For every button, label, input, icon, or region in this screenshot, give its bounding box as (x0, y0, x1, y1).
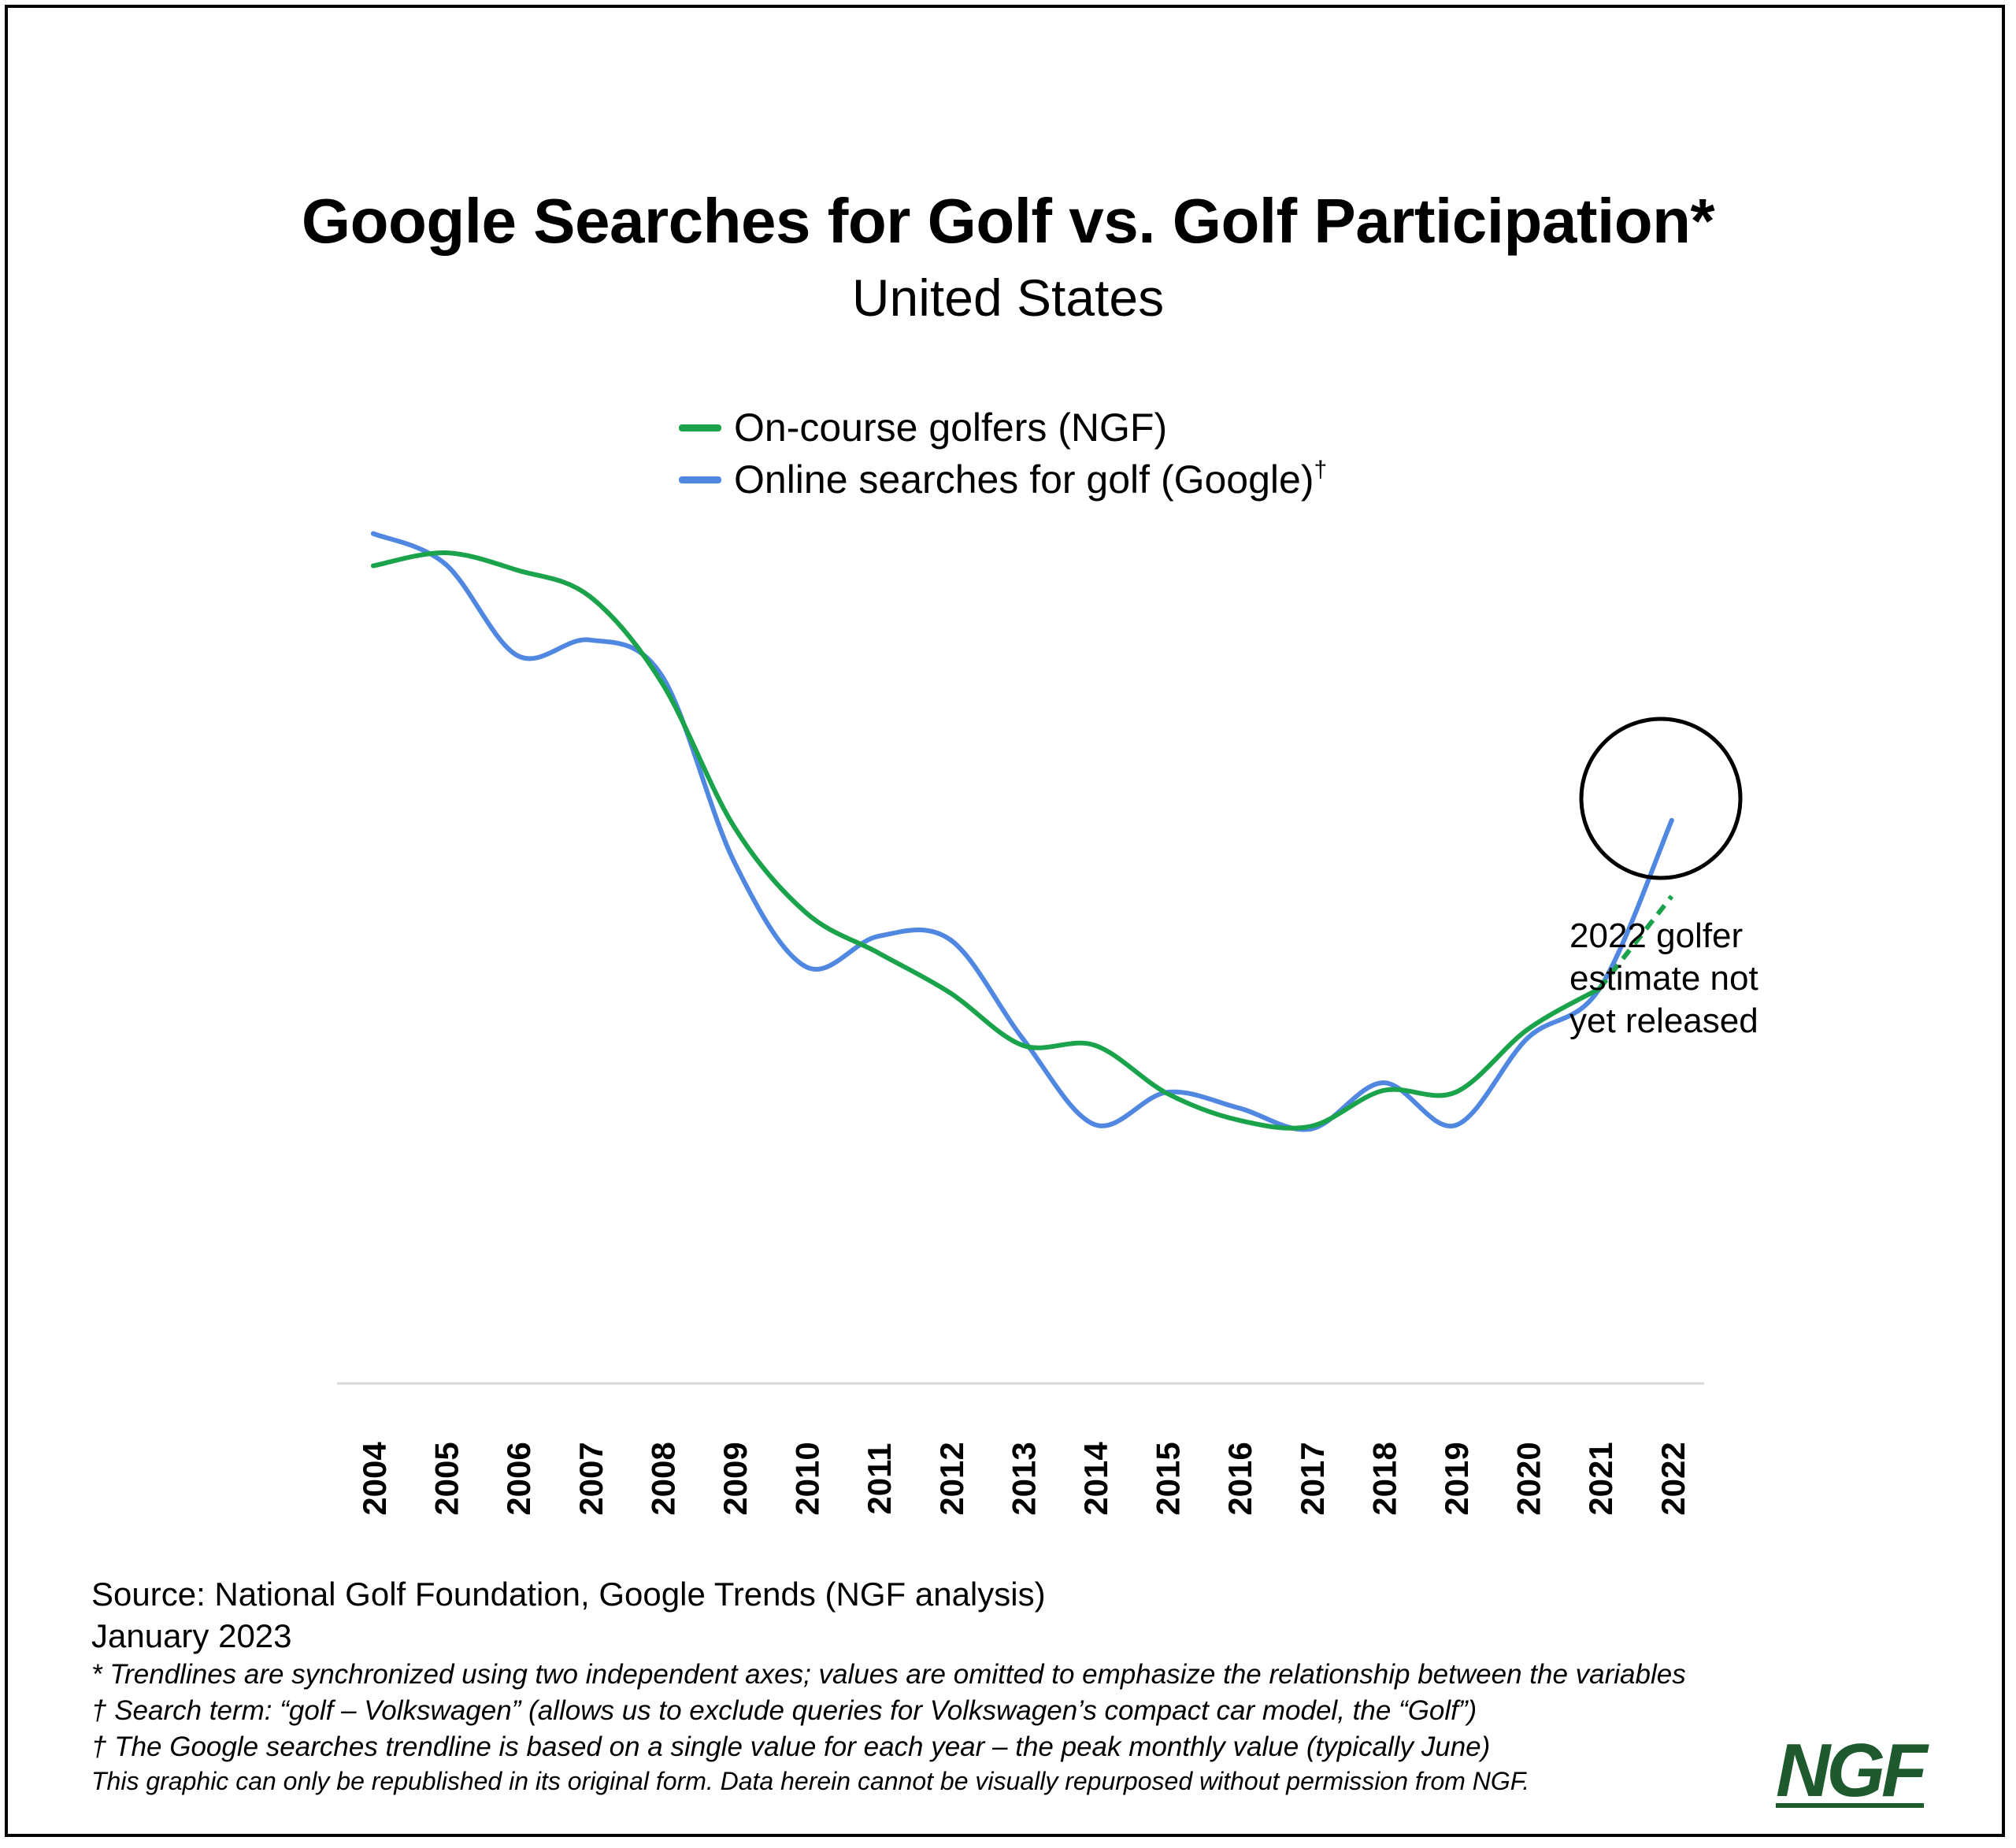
point-golfers-2019 (1453, 1090, 1458, 1095)
point-golfers-2021 (1597, 986, 1603, 991)
point-golfers-2005 (443, 550, 448, 556)
point-golfers-2016 (1236, 1117, 1242, 1123)
point-searches-2004 (371, 531, 376, 536)
note-peak-value: † The Google searches trendline is based… (91, 1731, 1491, 1762)
point-searches-2020 (1525, 1035, 1530, 1041)
point-golfers-2012 (947, 991, 953, 996)
x-tick-2010: 2010 (789, 1442, 826, 1515)
x-tick-labels: 2004 2005 2006 2007 2008 2009 2010 2011 2012 2013… (356, 1442, 1692, 1516)
point-golfers-2011 (876, 950, 881, 956)
point-searches-2011 (876, 934, 881, 939)
x-tick-2007: 2007 (573, 1442, 610, 1515)
point-searches-2018 (1380, 1080, 1386, 1086)
point-golfers-2018 (1380, 1088, 1386, 1094)
chart-frame (5, 5, 2005, 1837)
source-text: Source: National Golf Foundation, Google… (91, 1576, 1046, 1613)
point-searches-2016 (1236, 1105, 1242, 1111)
point-golfers-2010 (803, 910, 809, 916)
legend-item-searches: Online searches for golf (Google)† (679, 454, 1327, 506)
chart-title: Google Searches for Golf vs. Golf Partic… (301, 186, 1715, 256)
x-tick-2005: 2005 (428, 1442, 465, 1515)
point-searches-2013 (1020, 1035, 1025, 1041)
x-tick-2011: 2011 (861, 1442, 898, 1514)
x-tick-2013: 2013 (1005, 1442, 1042, 1515)
legend: On-course golfers (NGF) Online searches … (679, 402, 1327, 506)
legend-label-golfers: On-course golfers (NGF) (734, 406, 1168, 450)
ngf-logo: NGF (1776, 1728, 1928, 1813)
x-tick-2018: 2018 (1366, 1442, 1403, 1515)
x-tick-2022: 2022 (1655, 1442, 1692, 1515)
note-search-term: † Search term: “golf – Volkswagen” (allo… (91, 1695, 1477, 1726)
note-synchronized: * Trendlines are synchronized using two … (91, 1659, 1686, 1690)
point-golfers-2007 (587, 594, 592, 599)
x-tick-2021: 2021 (1582, 1442, 1619, 1515)
legend-swatch-golfers (679, 424, 721, 431)
series-points (371, 531, 1674, 1131)
legend-swatch-searches (679, 476, 721, 483)
legend-item-golfers: On-course golfers (NGF) (679, 402, 1327, 454)
chart-subtitle: United States (851, 268, 1165, 327)
legend-dagger: † (1314, 457, 1328, 483)
point-searches-2005 (443, 561, 448, 567)
point-searches-2009 (732, 858, 736, 864)
point-golfers-2020 (1525, 1027, 1530, 1032)
series-line-golfers (371, 550, 1603, 1131)
point-searches-2006 (515, 653, 521, 658)
x-tick-2016: 2016 (1221, 1442, 1258, 1515)
annotation-2022: 2022 golfer estimate not yet released (1569, 917, 1758, 1040)
legend-label-searches: Online searches for golf (Google)† (734, 457, 1328, 502)
highlight-circle (1579, 717, 1743, 880)
point-searches-2022 (1669, 817, 1674, 823)
point-golfers-2014 (1092, 1043, 1097, 1048)
x-tick-2020: 2020 (1510, 1442, 1547, 1515)
point-golfers-2008 (659, 680, 665, 685)
x-tick-2012: 2012 (933, 1442, 970, 1515)
x-tick-2017: 2017 (1294, 1442, 1331, 1515)
point-golfers-2004 (371, 563, 376, 568)
x-tick-2014: 2014 (1077, 1442, 1114, 1516)
footer: Source: National Golf Foundation, Google… (91, 1573, 1686, 1797)
point-searches-2014 (1092, 1122, 1097, 1128)
date-text: January 2023 (91, 1617, 292, 1654)
x-tick-2015: 2015 (1150, 1442, 1187, 1515)
x-tick-2006: 2006 (500, 1442, 537, 1515)
x-tick-2009: 2009 (717, 1442, 754, 1515)
point-searches-2007 (587, 637, 592, 643)
point-searches-2019 (1453, 1123, 1458, 1128)
point-searches-2010 (803, 964, 809, 969)
x-tick-2008: 2008 (644, 1442, 681, 1515)
x-tick-2019: 2019 (1438, 1442, 1475, 1515)
point-golfers-2013 (1020, 1043, 1025, 1048)
point-searches-2008 (659, 673, 665, 679)
series-line-golfers-estimate (1597, 894, 1674, 991)
point-golfers-2015 (1164, 1091, 1169, 1096)
point-golfers-2006 (515, 568, 521, 573)
x-tick-2004: 2004 (356, 1442, 393, 1516)
point-golfers-2009 (732, 824, 736, 829)
note-republish: This graphic can only be republished in … (91, 1767, 1530, 1795)
point-searches-2012 (947, 937, 953, 943)
point-golfers-2017 (1308, 1124, 1314, 1129)
